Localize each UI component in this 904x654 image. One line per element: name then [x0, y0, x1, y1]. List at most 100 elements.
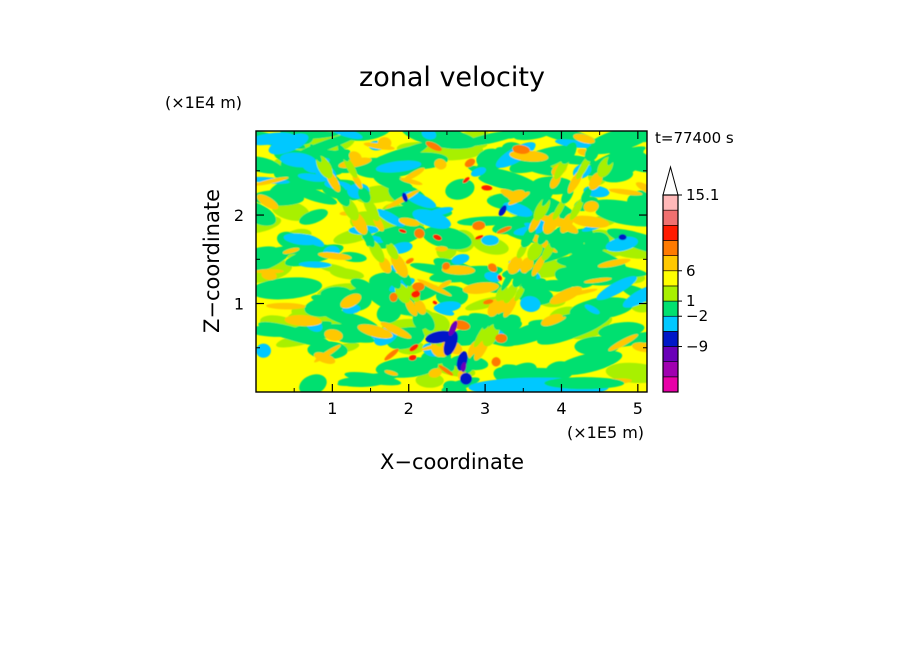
- contour-blob: [287, 184, 338, 205]
- contour-blob: [427, 131, 462, 144]
- contour-blob: [337, 376, 387, 387]
- time-label: t=77400 s: [655, 129, 734, 147]
- contour-blob: [265, 302, 306, 310]
- contour-blob: [514, 285, 525, 302]
- contour-blob: [318, 252, 352, 260]
- contour-blob: [478, 175, 556, 196]
- contour-blob: [385, 190, 420, 209]
- contour-blob: [521, 226, 536, 248]
- contour-blob: [282, 247, 300, 254]
- contour-blob: [608, 334, 639, 351]
- contour-blob: [256, 325, 300, 337]
- colorbar-label: 15.1: [686, 186, 719, 204]
- chart-title: zonal velocity: [359, 62, 545, 93]
- x-axis-label: X−coordinate: [380, 450, 524, 474]
- contour-blob: [512, 145, 530, 155]
- contour-blob: [520, 257, 534, 274]
- contour-blob: [464, 158, 476, 168]
- contour-blob: [541, 313, 563, 327]
- contour-blob: [583, 277, 612, 284]
- contour-blob: [414, 228, 425, 239]
- x-tick-label: 2: [404, 399, 414, 418]
- contour-blob: [279, 152, 316, 168]
- contour-blob: [487, 263, 498, 273]
- contour-blob: [571, 215, 610, 228]
- contour-blob: [375, 160, 422, 173]
- contour-blob: [622, 284, 647, 308]
- contour-blob: [496, 226, 512, 234]
- contour-blob: [297, 173, 328, 182]
- contour-blob: [544, 377, 625, 390]
- contour-blob: [527, 241, 543, 261]
- contour-blob: [422, 226, 472, 250]
- contour-blob: [386, 242, 399, 260]
- contour-blob: [425, 141, 442, 152]
- colorbar-segment: [662, 315, 679, 332]
- contour-blob: [299, 209, 328, 225]
- contour-blob: [597, 258, 631, 268]
- contour-blob: [560, 142, 577, 165]
- contour-blob: [256, 277, 323, 300]
- contour-blob: [497, 274, 502, 281]
- colorbar-label: 6: [686, 262, 696, 280]
- contour-blob: [284, 315, 322, 327]
- contour-blob: [441, 265, 476, 275]
- contour-blob: [531, 254, 546, 276]
- colorbar-segment: [662, 255, 679, 272]
- contour-blob: [508, 189, 526, 201]
- contour-blob: [433, 234, 442, 241]
- contour-blob: [484, 271, 502, 282]
- contour-blob: [608, 188, 643, 196]
- contour-blob: [343, 156, 358, 179]
- contour-blob: [584, 304, 600, 315]
- contour-blob: [309, 144, 322, 163]
- contour-blob: [462, 177, 470, 184]
- contour-blob: [256, 246, 279, 266]
- colorbar-segment: [662, 346, 679, 362]
- contour-blob: [507, 256, 523, 275]
- contour-blob: [426, 207, 454, 217]
- y-tick-label: 2: [234, 206, 244, 225]
- colorbar: 15.1 6 1−2 −9: [662, 165, 719, 393]
- contour-blob: [283, 233, 319, 246]
- contour-blob: [403, 167, 425, 181]
- contour-blob: [340, 293, 362, 309]
- contour-blob: [376, 302, 402, 324]
- contour-blob: [566, 257, 616, 280]
- x-tick-label: 1: [327, 399, 337, 418]
- y-tick-label: 1: [234, 295, 244, 314]
- colorbar-segment: [662, 300, 679, 317]
- contour-blob: [541, 184, 556, 207]
- colorbar-segment: [662, 240, 679, 256]
- contour-field: [256, 131, 647, 392]
- contour-blob: [483, 299, 494, 305]
- colorbar-segment: [662, 194, 679, 211]
- contour-blob: [405, 298, 418, 316]
- contour-blob: [503, 202, 533, 217]
- contour-blob: [417, 278, 452, 297]
- contour-blob: [408, 354, 417, 361]
- contour-blob: [607, 140, 623, 166]
- contour-blob: [434, 158, 447, 170]
- contour-blob: [482, 312, 494, 330]
- contour-blob: [588, 172, 603, 190]
- contour-blob: [442, 262, 450, 270]
- contour-blob: [580, 187, 592, 203]
- contour-blob: [583, 200, 599, 213]
- contour-blob: [363, 142, 395, 150]
- contour-blob: [256, 343, 271, 358]
- contour-blob: [573, 133, 595, 144]
- contour-blob: [261, 271, 277, 281]
- contour-blob: [462, 131, 520, 147]
- colorbar-segment: [662, 225, 679, 241]
- contour-blob: [443, 330, 458, 356]
- contour-blob: [552, 198, 567, 220]
- contour-blob: [540, 279, 572, 292]
- colorbar-label: 1: [686, 292, 696, 310]
- contour-blob: [549, 286, 583, 305]
- x-axis: 1 2 3 4 5: [293, 131, 643, 418]
- contour-blob: [595, 207, 647, 227]
- contour-blob: [576, 155, 592, 180]
- contour-blob: [451, 253, 470, 265]
